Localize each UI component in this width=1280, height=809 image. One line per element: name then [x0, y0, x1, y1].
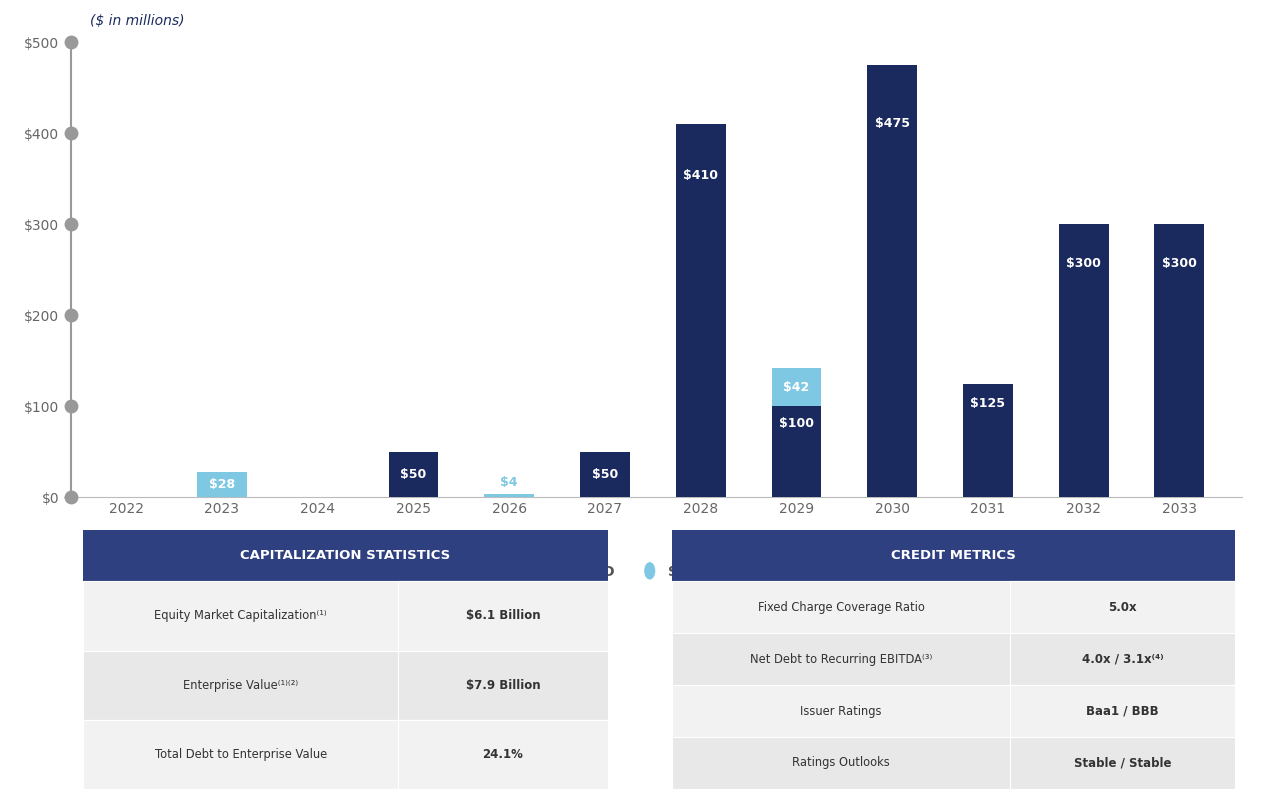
- Text: ($ in millions): ($ in millions): [90, 14, 184, 28]
- Text: CAPITALIZATION STATISTICS: CAPITALIZATION STATISTICS: [241, 549, 451, 562]
- Bar: [1059, 224, 1108, 498]
- Bar: [868, 66, 916, 498]
- Legend: UNSECURED, SECURED: UNSECURED, SECURED: [489, 560, 746, 585]
- Text: Equity Market Capitalization⁽¹⁾: Equity Market Capitalization⁽¹⁾: [155, 609, 326, 622]
- Bar: [1155, 224, 1204, 498]
- Text: $6.1 Billion: $6.1 Billion: [466, 609, 540, 622]
- Text: $100: $100: [780, 417, 814, 430]
- Text: 5.0x: 5.0x: [1108, 601, 1137, 614]
- Text: $300: $300: [1066, 257, 1101, 270]
- Text: Issuer Ratings: Issuer Ratings: [800, 705, 882, 718]
- Text: $300: $300: [1162, 257, 1197, 270]
- Text: 4.0x / 3.1x⁽⁴⁾: 4.0x / 3.1x⁽⁴⁾: [1082, 653, 1164, 666]
- Text: $50: $50: [401, 468, 426, 481]
- Text: Fixed Charge Coverage Ratio: Fixed Charge Coverage Ratio: [758, 601, 924, 614]
- Text: $50: $50: [591, 468, 618, 481]
- Text: Ratings Outlooks: Ratings Outlooks: [792, 756, 890, 769]
- Text: CREDIT METRICS: CREDIT METRICS: [891, 549, 1016, 562]
- Bar: [389, 451, 438, 498]
- Bar: [772, 406, 822, 498]
- Bar: [772, 368, 822, 406]
- Bar: [676, 125, 726, 498]
- Text: $4: $4: [500, 476, 518, 489]
- Bar: [197, 472, 247, 498]
- Bar: [484, 493, 534, 498]
- Text: $410: $410: [684, 169, 718, 182]
- Text: Stable / Stable: Stable / Stable: [1074, 756, 1171, 769]
- Text: $7.9 Billion: $7.9 Billion: [466, 679, 540, 692]
- Text: Baa1 / BBB: Baa1 / BBB: [1087, 705, 1158, 718]
- Text: Net Debt to Recurring EBITDA⁽³⁾: Net Debt to Recurring EBITDA⁽³⁾: [750, 653, 932, 666]
- Text: Total Debt to Enterprise Value: Total Debt to Enterprise Value: [155, 748, 326, 760]
- Text: $475: $475: [874, 117, 910, 130]
- Text: Enterprise Value⁽¹⁾⁽²⁾: Enterprise Value⁽¹⁾⁽²⁾: [183, 679, 298, 692]
- Bar: [963, 383, 1012, 498]
- Text: $28: $28: [209, 478, 236, 491]
- Text: Debt Maturities: Debt Maturities: [90, 0, 298, 3]
- Text: $125: $125: [970, 397, 1005, 410]
- Bar: [580, 451, 630, 498]
- Text: 24.1%: 24.1%: [483, 748, 524, 760]
- Text: $42: $42: [783, 381, 809, 394]
